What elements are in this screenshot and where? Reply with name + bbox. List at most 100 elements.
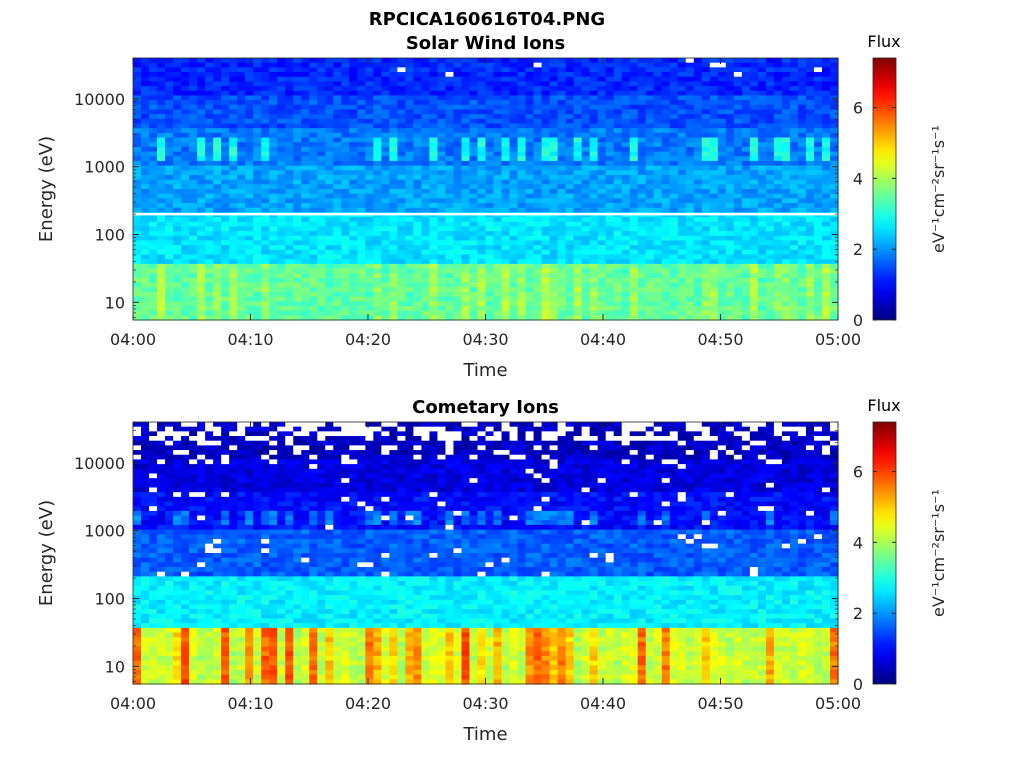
heatmap-cell: [653, 198, 663, 204]
heatmap-cell: [237, 287, 246, 293]
heatmap-cell: [789, 104, 799, 111]
heatmap-cell: [621, 146, 631, 153]
heatmap-cell: [269, 198, 278, 204]
heatmap-cell: [509, 123, 519, 129]
heatmap-cell: [733, 156, 743, 162]
heatmap-cell: [285, 170, 294, 176]
heatmap-cell: [493, 174, 503, 181]
heatmap-cell: [725, 109, 735, 115]
heatmap-cell: [805, 132, 815, 139]
heatmap-cell: [269, 203, 278, 209]
heatmap-cell: [381, 221, 390, 228]
heatmap-cell: [397, 254, 406, 260]
heatmap-cell: [821, 240, 831, 246]
heatmap-cell: [693, 86, 703, 92]
heatmap-cell: [493, 170, 503, 176]
heatmap-cell: [213, 76, 222, 82]
heatmap-cell: [613, 301, 623, 307]
heatmap-cell: [733, 282, 743, 288]
heatmap-cell: [405, 259, 414, 265]
heatmap-cell: [581, 221, 591, 228]
heatmap-cell: [485, 301, 495, 307]
heatmap-cell: [429, 62, 439, 68]
heatmap-cell: [549, 114, 559, 120]
heatmap-cell: [349, 203, 358, 209]
heatmap-cell: [493, 315, 503, 321]
heatmap-cell: [629, 273, 639, 279]
heatmap-cell: [245, 86, 254, 92]
heatmap-cell: [485, 263, 495, 270]
heatmap-cell: [229, 146, 238, 153]
heatmap-cell: [237, 132, 246, 139]
heatmap-cell: [765, 245, 775, 251]
heatmap-cell: [461, 104, 471, 111]
heatmap-cell: [565, 90, 575, 97]
heatmap-cell: [829, 268, 839, 274]
heatmap-cell: [541, 263, 551, 270]
heatmap-cell: [613, 137, 623, 143]
heatmap-cell: [493, 291, 503, 298]
heatmap-cell: [397, 245, 406, 251]
heatmap-cell: [405, 217, 414, 223]
heatmap-cell: [653, 268, 663, 274]
heatmap-cell: [605, 160, 615, 167]
heatmap-cell: [357, 240, 366, 246]
heatmap-cell: [245, 118, 254, 125]
heatmap-cell: [741, 189, 751, 195]
heatmap-cell: [389, 142, 398, 148]
heatmap-cell: [629, 86, 639, 92]
heatmap-cell: [437, 156, 447, 162]
heatmap-cell: [525, 310, 535, 316]
heatmap-cell: [533, 296, 543, 302]
heatmap-cell: [589, 146, 599, 153]
heatmap-cell: [157, 207, 166, 213]
heatmap-cell: [797, 132, 807, 139]
heatmap-cell: [277, 207, 286, 213]
heatmap-cell: [365, 160, 374, 167]
heatmap-cell: [693, 151, 703, 157]
heatmap-cell: [493, 146, 503, 153]
heatmap-cell: [381, 263, 390, 270]
heatmap-cell: [461, 114, 471, 120]
heatmap-cell: [637, 142, 647, 148]
heatmap-cell: [773, 263, 783, 270]
heatmap-cell: [501, 160, 511, 167]
heatmap-cell: [813, 146, 823, 153]
heatmap-cell: [541, 170, 551, 176]
heatmap-cell: [789, 62, 799, 68]
heatmap-cell: [725, 207, 735, 213]
heatmap-cell: [637, 86, 647, 92]
heatmap-cell: [741, 217, 751, 223]
heatmap-cell: [301, 104, 310, 111]
heatmap-cell: [613, 90, 623, 97]
heatmap-cell: [525, 268, 535, 274]
heatmap-cell: [461, 291, 471, 298]
heatmap-cell: [669, 235, 679, 242]
heatmap-cell: [269, 226, 278, 232]
heatmap-cell: [717, 198, 727, 204]
heatmap-cell: [613, 62, 623, 68]
heatmap-cell: [661, 160, 671, 167]
heatmap-cell: [565, 231, 575, 237]
heatmap-cell: [821, 263, 831, 270]
heatmap-cell: [573, 301, 583, 307]
heatmap-cell: [157, 193, 166, 199]
heatmap-cell: [165, 221, 174, 228]
heatmap-cell: [637, 193, 647, 199]
heatmap-cell: [685, 184, 695, 190]
heatmap-cell: [325, 86, 334, 92]
heatmap-cell: [677, 114, 687, 120]
heatmap-cell: [653, 203, 663, 209]
heatmap-cell: [365, 221, 374, 228]
heatmap-cell: [133, 118, 142, 125]
heatmap-cell: [573, 58, 583, 64]
heatmap-cell: [261, 81, 270, 87]
heatmap-cell: [749, 268, 759, 274]
heatmap-cell: [613, 273, 623, 279]
heatmap-cell: [333, 217, 342, 223]
heatmap-cell: [821, 90, 831, 97]
heatmap-cell: [677, 240, 687, 246]
heatmap-cell: [349, 249, 358, 256]
heatmap-cell: [141, 90, 150, 97]
heatmap-cell: [645, 137, 655, 143]
